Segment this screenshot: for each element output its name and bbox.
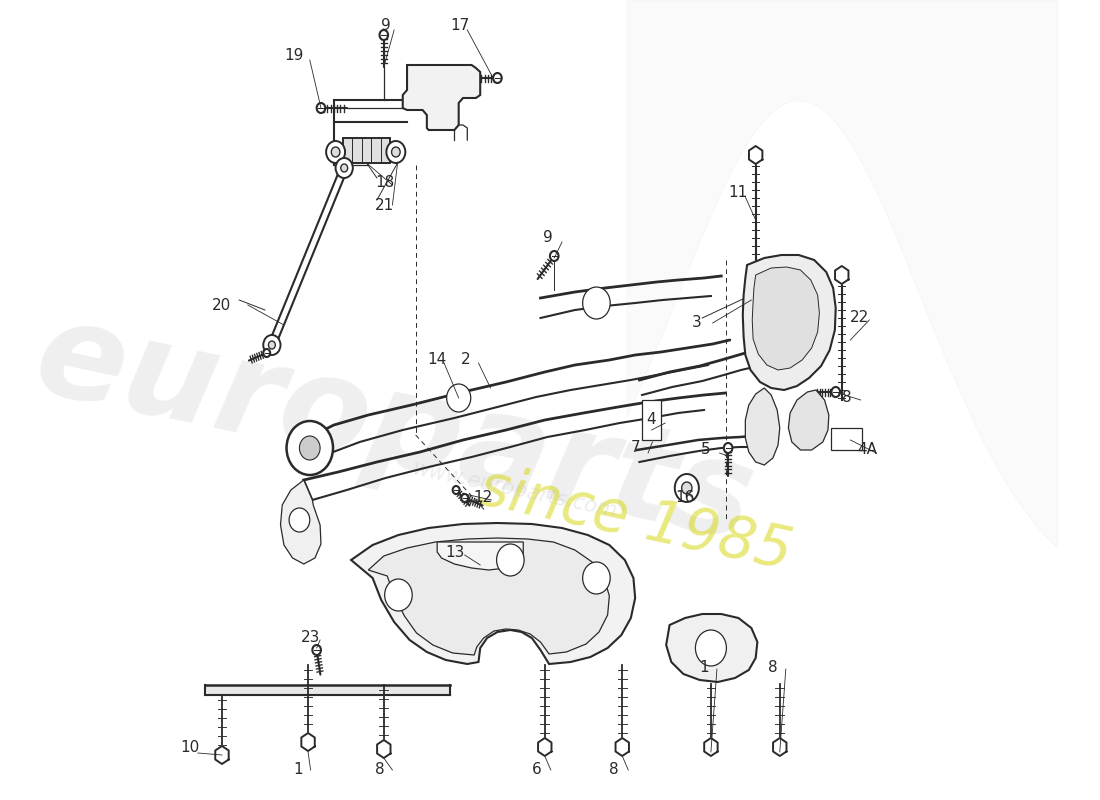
Text: 17: 17 xyxy=(450,18,470,33)
Circle shape xyxy=(453,486,460,494)
Polygon shape xyxy=(437,542,524,570)
Polygon shape xyxy=(789,390,828,450)
Text: 4: 4 xyxy=(647,412,656,427)
Circle shape xyxy=(317,103,326,113)
Circle shape xyxy=(286,421,333,475)
Circle shape xyxy=(392,147,400,157)
Circle shape xyxy=(379,30,388,40)
Circle shape xyxy=(263,349,271,357)
Text: 13: 13 xyxy=(446,545,465,560)
Text: 11: 11 xyxy=(728,185,747,200)
Text: 1: 1 xyxy=(698,660,708,675)
Text: 8: 8 xyxy=(768,660,778,675)
Text: 19: 19 xyxy=(284,48,304,63)
Text: 5: 5 xyxy=(701,442,711,457)
Polygon shape xyxy=(351,523,635,664)
Circle shape xyxy=(496,544,524,576)
Text: 2: 2 xyxy=(461,352,471,367)
Circle shape xyxy=(447,384,471,412)
Polygon shape xyxy=(403,65,481,130)
Text: 10: 10 xyxy=(180,740,200,755)
Circle shape xyxy=(326,141,345,163)
Circle shape xyxy=(386,141,405,163)
Polygon shape xyxy=(773,738,786,756)
Circle shape xyxy=(289,508,310,532)
Text: 6: 6 xyxy=(532,762,541,777)
Circle shape xyxy=(312,645,321,655)
Circle shape xyxy=(724,443,733,453)
Circle shape xyxy=(583,287,610,319)
Polygon shape xyxy=(752,267,820,370)
Circle shape xyxy=(268,341,275,349)
Circle shape xyxy=(299,436,320,460)
Circle shape xyxy=(682,482,692,494)
Circle shape xyxy=(583,562,610,594)
Text: 22: 22 xyxy=(850,310,870,325)
Text: 4A: 4A xyxy=(857,442,878,457)
Circle shape xyxy=(385,579,412,611)
Text: 21: 21 xyxy=(375,198,395,213)
Polygon shape xyxy=(377,740,390,758)
Text: 8: 8 xyxy=(842,390,851,405)
Text: 1: 1 xyxy=(294,762,302,777)
Bar xyxy=(642,400,661,440)
Text: 8: 8 xyxy=(609,762,619,777)
Text: 7: 7 xyxy=(631,440,640,455)
Circle shape xyxy=(461,494,469,502)
Circle shape xyxy=(336,158,353,178)
Text: 18: 18 xyxy=(375,175,395,190)
Polygon shape xyxy=(742,255,836,390)
Polygon shape xyxy=(749,146,762,164)
Text: 3: 3 xyxy=(692,315,702,330)
Polygon shape xyxy=(538,738,551,756)
Circle shape xyxy=(493,73,502,83)
Polygon shape xyxy=(746,388,780,465)
Text: 16: 16 xyxy=(675,490,695,505)
Text: 20: 20 xyxy=(211,298,231,313)
Polygon shape xyxy=(835,266,848,284)
Polygon shape xyxy=(216,746,229,764)
Text: 12: 12 xyxy=(473,490,493,505)
Text: 9: 9 xyxy=(382,18,390,33)
Text: www.europarts.com: www.europarts.com xyxy=(410,458,619,522)
Polygon shape xyxy=(368,538,609,655)
Text: 9: 9 xyxy=(543,230,553,245)
Polygon shape xyxy=(280,480,321,564)
Circle shape xyxy=(695,630,726,666)
Bar xyxy=(832,428,861,450)
Text: 23: 23 xyxy=(301,630,320,645)
Bar xyxy=(343,138,390,162)
Polygon shape xyxy=(704,738,717,756)
Circle shape xyxy=(341,164,348,172)
Circle shape xyxy=(832,387,840,397)
Text: 8: 8 xyxy=(375,762,385,777)
Circle shape xyxy=(331,147,340,157)
Circle shape xyxy=(263,335,280,355)
Polygon shape xyxy=(616,738,629,756)
Text: 14: 14 xyxy=(427,352,447,367)
Text: europarts: europarts xyxy=(24,292,764,568)
Polygon shape xyxy=(301,733,315,751)
Polygon shape xyxy=(667,614,758,682)
Text: since 1985: since 1985 xyxy=(473,459,796,581)
Circle shape xyxy=(550,251,559,261)
Circle shape xyxy=(674,474,698,502)
